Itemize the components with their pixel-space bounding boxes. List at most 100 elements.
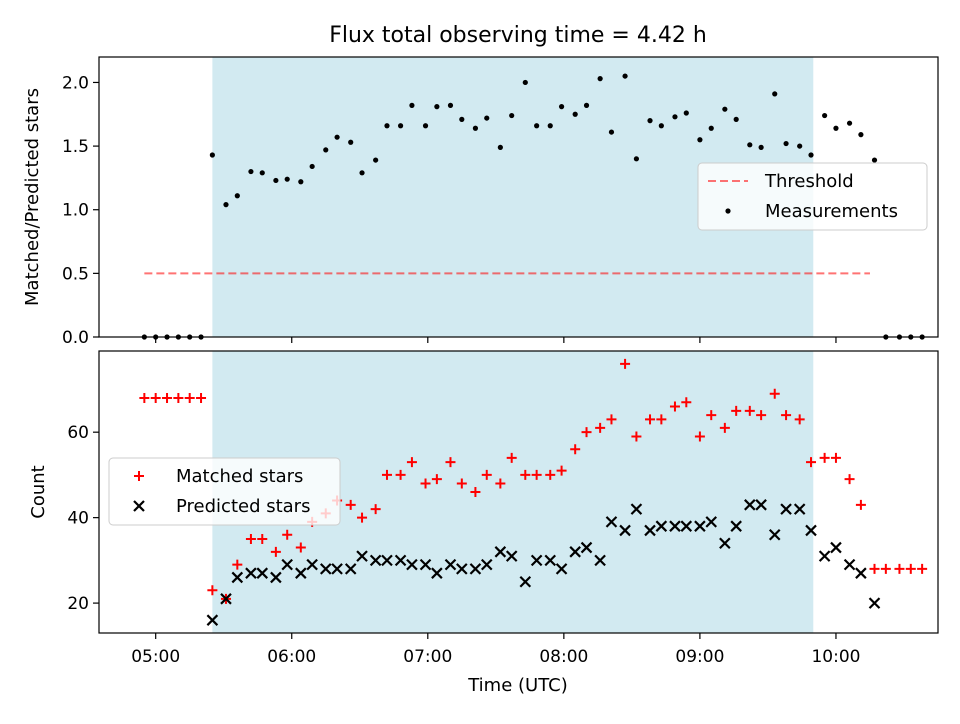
- measurement-point: [558, 104, 565, 110]
- predicted-star-point: [406, 558, 418, 571]
- x-tick-label: 05:00: [131, 647, 180, 667]
- predicted-star-point: [519, 575, 532, 588]
- predicted-star-point: [680, 520, 693, 532]
- matched-star-point: [806, 457, 817, 468]
- predicted-star-point: [780, 503, 792, 515]
- matched-star-point: [656, 414, 667, 425]
- measurement-point: [534, 123, 540, 129]
- matched-star-point: [295, 542, 306, 553]
- legend-box: [697, 162, 928, 231]
- matched-star-point: [506, 452, 517, 463]
- predicted-star-point: [306, 558, 318, 571]
- measurement-point: [697, 137, 703, 143]
- predicted-star-point: [206, 614, 219, 626]
- panel-1-frame: [98, 56, 939, 338]
- bottom-y-axis-label: Count: [28, 465, 49, 518]
- matched-star-point: [917, 563, 928, 574]
- matched-star-point: [570, 444, 581, 455]
- measurement-point: [808, 152, 814, 158]
- measurement-point: [348, 139, 354, 145]
- measurement-point: [497, 144, 503, 150]
- predicted-star-point: [480, 558, 493, 571]
- legend-matched-swatch: [134, 471, 144, 481]
- predicted-star-point: [630, 503, 643, 515]
- measurement-point: [583, 102, 590, 108]
- predicted-star-point: [655, 520, 668, 532]
- matched-star-point: [370, 504, 381, 515]
- measurement-point: [822, 112, 828, 119]
- matched-star-point: [173, 393, 184, 403]
- x-tick-label: 10:00: [811, 647, 860, 667]
- predicted-star-point: [256, 567, 269, 579]
- matched-star-point: [531, 469, 542, 480]
- x-tick-label: 06:00: [267, 647, 316, 667]
- matched-star-point: [257, 534, 268, 544]
- measurement-point: [833, 125, 839, 131]
- matched-star-point: [894, 563, 905, 574]
- matched-star-point: [207, 585, 218, 596]
- matched-star-point: [270, 546, 281, 557]
- predicted-star-point: [231, 571, 244, 584]
- legend-box: [108, 457, 341, 526]
- predicted-star-point: [295, 567, 307, 579]
- matched-star-point: [844, 474, 855, 485]
- measurement-point: [234, 193, 240, 199]
- measurement-point: [384, 123, 390, 129]
- measurement-point: [209, 152, 215, 158]
- measurement-point: [772, 91, 778, 97]
- measurement-point: [758, 144, 764, 150]
- predicted-star-point: [719, 537, 731, 550]
- matched-star-point: [381, 469, 392, 480]
- predicted-star-point: [855, 567, 867, 579]
- matched-star-point: [406, 457, 417, 468]
- predicted-star-point: [381, 554, 393, 567]
- measurement-point: [447, 102, 454, 108]
- measurement-point: [747, 142, 753, 148]
- measurement-point: [722, 106, 728, 112]
- predicted-star-point: [319, 563, 332, 575]
- predicted-star-point: [730, 520, 742, 532]
- matched-star-point: [184, 393, 195, 403]
- x-tick-label: 07:00: [403, 647, 452, 667]
- matched-star-point: [445, 457, 456, 468]
- predicted-star-point: [530, 554, 543, 567]
- measurement-point: [472, 125, 479, 131]
- matched-star-point: [669, 401, 680, 412]
- legend-label: Predicted stars: [176, 496, 310, 517]
- matched-star-point: [869, 563, 880, 574]
- matched-star-point: [495, 478, 506, 489]
- matched-star-point: [420, 478, 431, 489]
- predicted-star-point: [744, 499, 756, 511]
- matched-star-point: [880, 563, 891, 574]
- measurement-point: [284, 176, 290, 182]
- measurement-point: [522, 79, 528, 86]
- matched-star-point: [744, 405, 755, 416]
- measurement-point: [572, 111, 578, 117]
- predicted-star-point: [544, 554, 557, 567]
- predicted-star-point: [669, 520, 681, 532]
- measurement-point: [459, 116, 465, 122]
- measurement-point: [422, 123, 429, 129]
- measurement-point: [597, 76, 603, 82]
- y-tick-label: 1.5: [62, 137, 89, 157]
- matched-star-point: [581, 427, 592, 438]
- matched-star-point: [431, 474, 442, 485]
- measurement-point: [797, 143, 803, 149]
- measurement-point: [259, 170, 265, 176]
- predicted-star-point: [818, 550, 831, 562]
- matched-star-point: [855, 499, 866, 510]
- predicted-star-point: [694, 520, 706, 532]
- measurement-point: [409, 102, 415, 108]
- matched-star-point: [395, 469, 406, 480]
- matched-star-point: [481, 469, 492, 480]
- predicted-star-point: [594, 554, 606, 567]
- matched-star-point: [905, 563, 916, 574]
- matched-star-point: [681, 397, 692, 408]
- predicted-star-point: [830, 541, 842, 554]
- measurement-point: [484, 115, 490, 121]
- matched-star-point: [245, 534, 256, 544]
- predicted-star-point: [281, 558, 293, 571]
- predicted-star-point: [768, 528, 781, 541]
- measurement-point: [323, 147, 329, 153]
- predicted-star-point: [793, 503, 806, 515]
